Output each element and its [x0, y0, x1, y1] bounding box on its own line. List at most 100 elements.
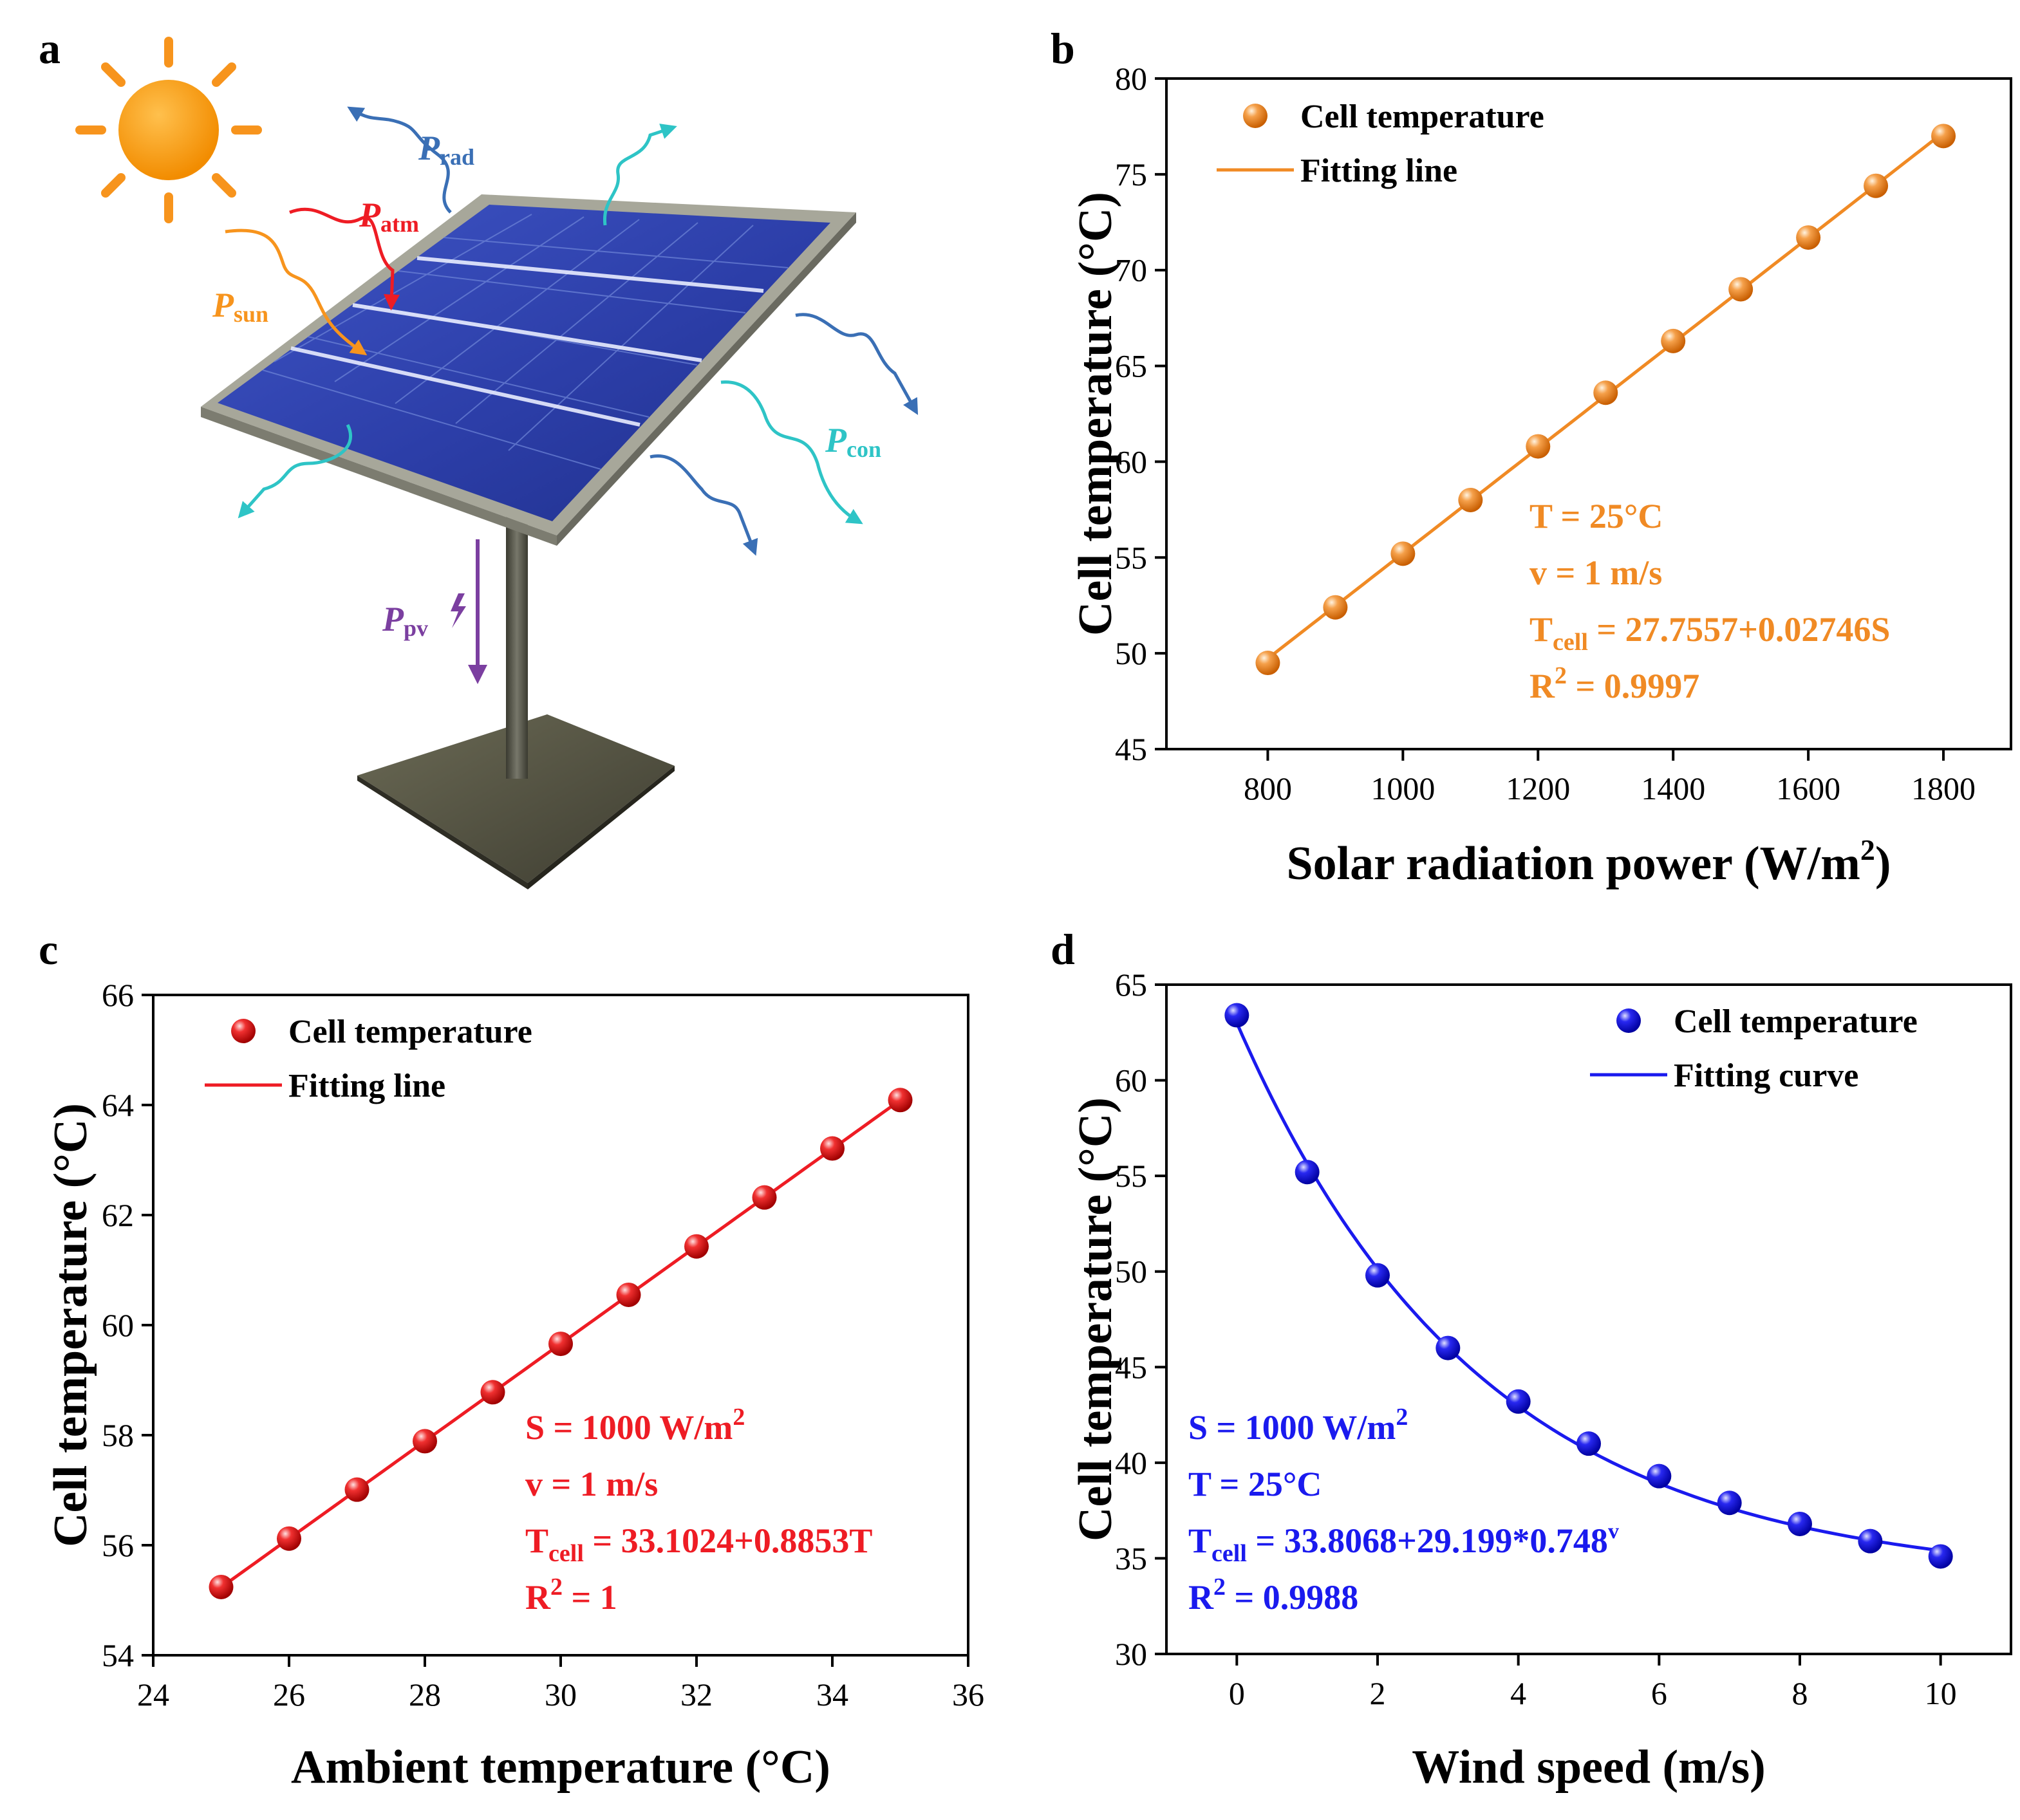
chart-c: 24 26 28 30 32 34 36 54 56 58 60 62 64 66 Ambient temp… — [44, 977, 984, 1794]
legend-point-marker — [1616, 1008, 1641, 1033]
p-con-arrow-top — [603, 124, 677, 226]
x-axis-label: Ambient temperature (°C) — [291, 1741, 830, 1794]
label-p-con: Pcon — [825, 421, 881, 462]
y-tick-label: 65 — [1115, 967, 1147, 1003]
data-point — [1506, 1389, 1531, 1414]
x-tick-label: 1000 — [1370, 770, 1435, 806]
x-tick-label: 1400 — [1641, 770, 1705, 806]
y-tick-label: 50 — [1115, 1254, 1147, 1290]
data-point — [1255, 651, 1280, 676]
p-con-arrow-left — [238, 423, 353, 519]
data-point — [1224, 1003, 1249, 1028]
y-axis-label: Cell temperature (°C) — [1069, 1097, 1122, 1541]
x-tick-label: 26 — [273, 1676, 305, 1713]
y-tick-label: 65 — [1115, 348, 1147, 384]
p-atm-arrow — [289, 207, 400, 311]
legend-points-label: Cell temperature — [1674, 1003, 1918, 1040]
label-p-pv: Ppv — [382, 600, 428, 641]
y-tick-label: 60 — [1115, 443, 1147, 479]
plot-frame — [1165, 983, 2012, 1655]
x-tick-label: 28 — [409, 1676, 441, 1713]
data-point — [413, 1429, 437, 1454]
x-tick-label: 10 — [1925, 1675, 1957, 1711]
annotation-rest: = 33.8068+29.199*0.748 — [1247, 1521, 1608, 1560]
x-tick-label: 4 — [1510, 1675, 1526, 1711]
x-axis-label-text: Wind speed (m/s) — [1412, 1741, 1766, 1794]
x-tick-label: 0 — [1229, 1675, 1245, 1711]
annotation-text: v = 1 m/s — [1529, 553, 1662, 592]
panel-letter-b: b — [1051, 24, 1075, 73]
annotation: Tcell = 33.8068+29.199*0.748v — [1188, 1519, 1619, 1567]
lightning-icon — [451, 593, 466, 628]
x-tick-label: 1800 — [1911, 770, 1976, 806]
annotation-sub: cell — [1553, 629, 1588, 656]
annotation-text: T = 25°C — [1529, 497, 1663, 535]
data-point — [209, 1574, 234, 1599]
data-point — [1928, 1544, 1953, 1569]
y-tick-label: 75 — [1115, 156, 1147, 192]
y-axis-label: Cell temperature (°C) — [44, 1103, 97, 1547]
data-point — [1436, 1335, 1461, 1360]
annotation: S = 1000 W/m2 — [525, 1404, 745, 1447]
y-tick-label: 80 — [1115, 60, 1147, 97]
panel-letter-a: a — [39, 24, 61, 73]
legend-line-label: Fitting line — [288, 1068, 445, 1104]
annotation-rest: = 1 — [563, 1578, 617, 1617]
annotation: R2 = 0.9988 — [1188, 1574, 1358, 1617]
y-tick-label: 70 — [1115, 252, 1147, 288]
data-point — [1323, 595, 1348, 620]
data-point — [1526, 434, 1551, 459]
x-tick-label: 1600 — [1776, 770, 1840, 806]
legend-points-label: Cell temperature — [288, 1014, 532, 1050]
annotation-text: R — [1529, 667, 1555, 705]
annotation-sub: cell — [548, 1540, 584, 1567]
data-point — [1661, 328, 1686, 353]
label-p-rad: Prad — [418, 129, 474, 170]
label-p-sun: Psun — [212, 286, 268, 327]
data-point — [1365, 1263, 1390, 1288]
annotation-text: T — [525, 1521, 548, 1560]
x-axis-label-end: ) — [1875, 837, 1891, 890]
data-point — [1647, 1463, 1672, 1489]
data-point — [1931, 124, 1956, 149]
sun-icon — [75, 37, 262, 223]
y-tick-label: 62 — [102, 1197, 134, 1233]
annotation-sup: 2 — [733, 1404, 745, 1431]
legend-point-marker — [1243, 104, 1267, 128]
annotation: R2 = 0.9997 — [1529, 662, 1699, 705]
legend-point-marker — [231, 1019, 256, 1043]
p-con-arrow-right — [720, 380, 863, 525]
data-point — [616, 1282, 641, 1307]
p-rad-arrow-right-bottom — [650, 454, 758, 556]
x-tick-label: 8 — [1792, 1675, 1808, 1711]
y-tick-label: 64 — [102, 1087, 134, 1123]
data-point — [1593, 380, 1618, 405]
y-tick-label: 30 — [1115, 1636, 1147, 1672]
y-tick-label: 45 — [1115, 1349, 1147, 1385]
data-point — [548, 1332, 573, 1357]
data-point — [1717, 1490, 1742, 1516]
annotation-text: T — [1529, 610, 1553, 649]
panel-letter-c: c — [39, 925, 58, 974]
data-point — [1864, 173, 1889, 198]
y-tick-label: 58 — [102, 1417, 134, 1453]
data-point — [684, 1234, 709, 1259]
annotation: T = 25°C — [1529, 497, 1663, 535]
x-tick-label: 6 — [1651, 1675, 1667, 1711]
annotation-text: R — [1188, 1578, 1214, 1617]
annotation-text: R — [525, 1578, 551, 1617]
annotation-sup: 2 — [1555, 662, 1567, 689]
y-axis-label: Cell temperature (°C) — [1069, 192, 1122, 636]
annotation-sup: 2 — [1213, 1574, 1226, 1601]
p-rad-arrow — [347, 106, 452, 214]
x-tick-label: 36 — [952, 1676, 984, 1713]
stand-base — [357, 714, 675, 883]
plot-frame — [1165, 77, 2012, 750]
stand-pole — [506, 515, 528, 779]
x-tick-label: 32 — [680, 1676, 713, 1713]
legend-line-label: Fitting line — [1300, 153, 1457, 189]
annotation: Tcell = 27.7557+0.02746S — [1529, 610, 1890, 656]
data-point — [480, 1380, 505, 1405]
data-point — [1458, 487, 1483, 512]
